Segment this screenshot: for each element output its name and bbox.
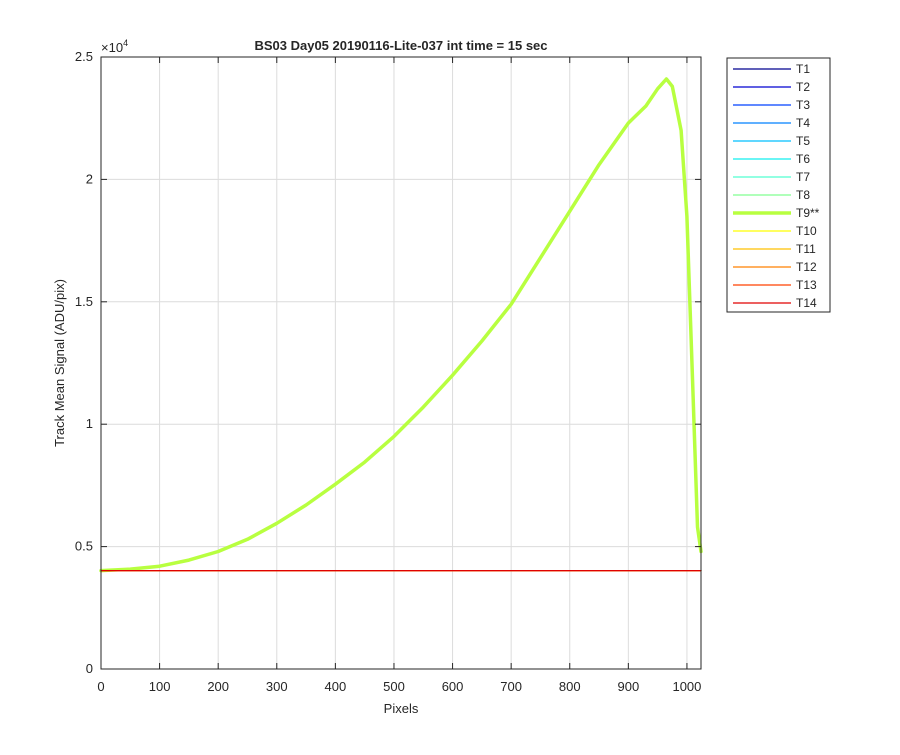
y-tick-label: 1.5 (75, 294, 93, 309)
y-exponent-base: ×10 (101, 40, 123, 55)
series-layer (99, 77, 703, 573)
x-tick-label: 800 (559, 679, 581, 694)
y-exponent-label: ×104 (101, 38, 128, 55)
legend: T1 T2 T3 T4 T5 T6 T7 T8 T9** T10 T11 T12 T13 T14 (726, 57, 831, 313)
legend-label: T1 (796, 62, 810, 76)
x-tick-label: 300 (266, 679, 288, 694)
legend-item: T4 (733, 116, 810, 130)
x-tick-label: 200 (207, 679, 229, 694)
y-tick-label: 1 (86, 416, 93, 431)
axes-frame (100, 56, 702, 670)
legend-box (726, 57, 831, 313)
legend-item: T8 (733, 188, 810, 202)
y-tick-label: 2.5 (75, 49, 93, 64)
legend-label: T3 (796, 98, 810, 112)
legend-label: T6 (796, 152, 810, 166)
legend-item: T10 (733, 224, 817, 238)
legend-label: T13 (796, 278, 817, 292)
legend-label: T7 (796, 170, 810, 184)
x-tick-label: 100 (149, 679, 171, 694)
y-exponent-power: 4 (123, 38, 128, 48)
legend-items: T1 T2 T3 T4 T5 T6 T7 T8 T9** T10 T11 T12 T13 T14 (733, 62, 820, 310)
legend-label: T12 (796, 260, 817, 274)
x-tick-label: 900 (617, 679, 639, 694)
legend-item: T6 (733, 152, 810, 166)
legend-item: T2 (733, 80, 810, 94)
legend-label: T9** (796, 206, 820, 220)
x-tick-label: 700 (500, 679, 522, 694)
grid (100, 56, 701, 670)
y-tick-label: 2 (86, 171, 93, 186)
legend-item: T14 (733, 296, 817, 310)
legend-label: T8 (796, 188, 810, 202)
legend-label: T4 (796, 116, 810, 130)
legend-label: T11 (796, 242, 816, 256)
legend-item: T3 (733, 98, 810, 112)
legend-item: T12 (733, 260, 817, 274)
x-tick-label: 600 (442, 679, 464, 694)
legend-item: T7 (733, 170, 810, 184)
y-tick-label: 0.5 (75, 539, 93, 554)
y-axis-label: Track Mean Signal (ADU/pix) (52, 279, 67, 447)
legend-label: T5 (796, 134, 810, 148)
x-tick-label: 400 (325, 679, 347, 694)
x-tick-label: 0 (97, 679, 104, 694)
legend-label: T14 (796, 296, 817, 310)
legend-item: T11 (733, 242, 816, 256)
legend-item: T5 (733, 134, 810, 148)
legend-item: T13 (733, 278, 817, 292)
series-line-T9 (99, 77, 703, 573)
x-tick-label: 500 (383, 679, 405, 694)
legend-item: T9** (733, 206, 820, 220)
legend-label: T10 (796, 224, 817, 238)
x-tick-label: 1000 (672, 679, 701, 694)
x-axis-label: Pixels (384, 701, 419, 716)
y-tick-label: 0 (86, 661, 93, 676)
chart-title: BS03 Day05 20190116-Lite-037 int time = … (254, 38, 547, 53)
ticks: 0 100 200 300 400 500 600 700 800 900 1000 0 0.5 1 1.5… (75, 49, 701, 694)
legend-label: T2 (796, 80, 810, 94)
legend-item: T1 (733, 62, 810, 76)
